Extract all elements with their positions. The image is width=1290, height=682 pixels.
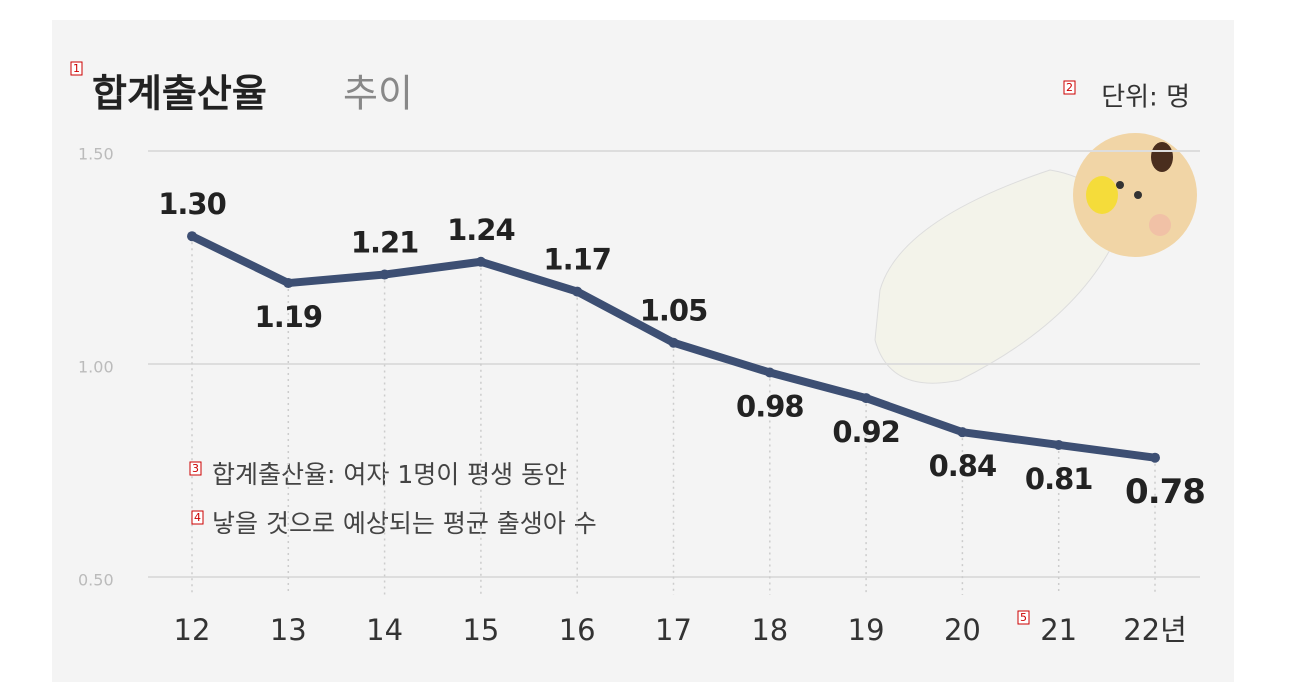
y-tick-label: 1.00 bbox=[78, 358, 114, 377]
x-tick-label: 16 bbox=[559, 613, 596, 647]
marker: 1 bbox=[73, 62, 80, 75]
x-tick-label: 18 bbox=[751, 613, 788, 647]
marker: 2 bbox=[1066, 81, 1073, 94]
panel bbox=[52, 20, 1234, 682]
data-point bbox=[187, 231, 197, 242]
data-point bbox=[475, 256, 486, 267]
x-tick-label: 13 bbox=[270, 613, 307, 647]
data-point bbox=[764, 367, 775, 378]
marker: 5 bbox=[1020, 611, 1027, 624]
marker-box bbox=[189, 461, 202, 476]
y-tick-label: 1.50 bbox=[78, 145, 114, 164]
value-label: 1.24 bbox=[447, 213, 515, 247]
baby-illustration bbox=[874, 133, 1197, 384]
data-point bbox=[668, 337, 679, 348]
x-tick-label: 14 bbox=[366, 613, 403, 647]
x-tick-label: 22년 bbox=[1123, 613, 1187, 647]
x-tick-label: 12 bbox=[174, 613, 211, 647]
x-tick-label: 20 bbox=[944, 613, 981, 647]
y-tick-label: 0.50 bbox=[78, 571, 114, 590]
value-label: 0.78 bbox=[1125, 472, 1205, 512]
value-label: 0.92 bbox=[832, 415, 900, 449]
marker-box bbox=[1017, 610, 1030, 625]
marker-labels: 1 2 3 4 5 bbox=[70, 61, 1076, 625]
value-label: 1.30 bbox=[158, 187, 226, 221]
value-label: 0.81 bbox=[1025, 462, 1093, 496]
value-label: 0.84 bbox=[929, 449, 997, 483]
x-tick-label: 19 bbox=[848, 613, 885, 647]
data-point bbox=[861, 393, 872, 404]
marker: 4 bbox=[194, 511, 201, 524]
note: 합계출산율: 여자 1명이 평생 동안 bbox=[212, 460, 567, 489]
value-label: 1.21 bbox=[351, 226, 419, 260]
data-point bbox=[379, 269, 390, 280]
data-point bbox=[957, 427, 968, 438]
marker-box bbox=[70, 61, 83, 76]
value-label: 1.17 bbox=[543, 243, 611, 277]
x-tick-label: 21 bbox=[1040, 613, 1077, 647]
marker: 3 bbox=[192, 462, 199, 475]
data-point bbox=[283, 278, 294, 289]
marker-box bbox=[1063, 80, 1076, 95]
chart-title: 합계출산율 bbox=[92, 72, 267, 116]
x-tick-label: 15 bbox=[462, 613, 499, 647]
value-label: 1.05 bbox=[640, 294, 708, 328]
note: 낳을 것으로 예상되는 평균 출생아 수 bbox=[212, 509, 597, 538]
data-point bbox=[1053, 439, 1064, 450]
marker-box bbox=[191, 510, 204, 525]
value-label: 0.98 bbox=[736, 390, 804, 424]
unit-label: 단위: 명 bbox=[1101, 83, 1190, 113]
x-tick-label: 17 bbox=[655, 613, 692, 647]
chart-title-suffix: 추이 bbox=[343, 72, 413, 116]
data-point bbox=[1150, 452, 1160, 463]
value-label: 1.19 bbox=[255, 300, 323, 334]
data-point bbox=[572, 286, 583, 297]
